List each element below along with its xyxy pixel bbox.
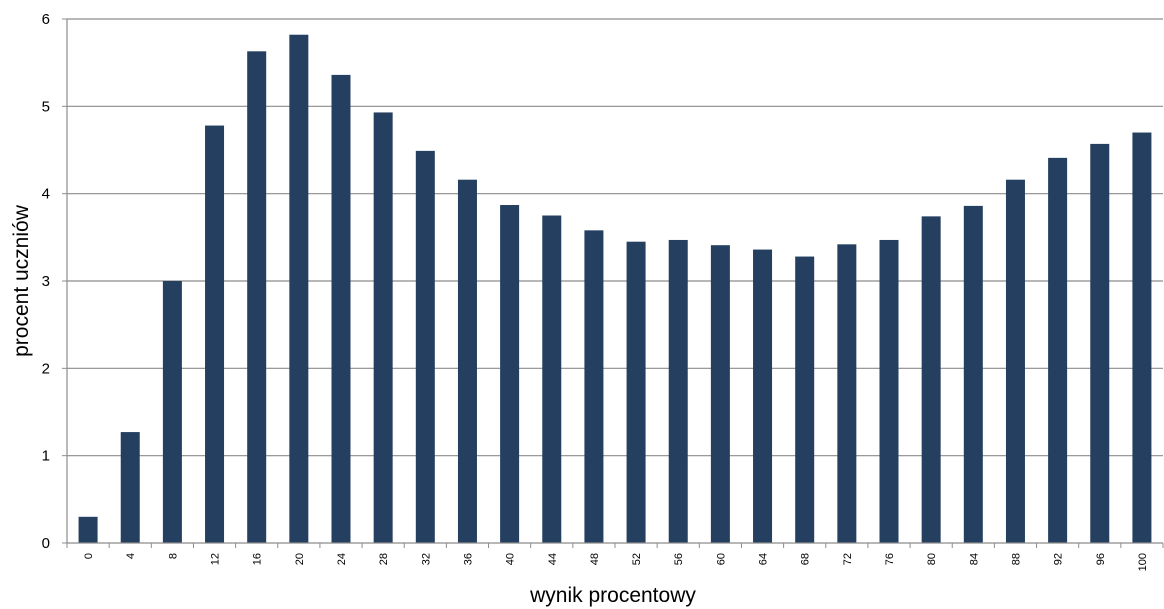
bar-8	[162, 281, 182, 543]
bar-96	[1090, 143, 1110, 544]
bar-36	[457, 179, 477, 543]
y-tick-label: 4	[42, 186, 50, 203]
x-tick-label: 16	[252, 553, 264, 565]
bar-72	[837, 244, 857, 543]
x-tick-label: 96	[1095, 553, 1107, 565]
x-tick-label: 100	[1137, 553, 1149, 571]
y-tick-label: 6	[42, 11, 50, 28]
x-tick-label: 52	[631, 553, 643, 565]
x-tick-label: 92	[1053, 553, 1065, 565]
bar-56	[668, 239, 688, 543]
bar-40	[500, 205, 520, 543]
x-tick-label: 24	[336, 553, 348, 565]
bar-92	[1048, 157, 1068, 544]
axes	[62, 18, 1164, 548]
x-tick-label: 44	[547, 553, 559, 565]
bar-20	[289, 34, 309, 543]
y-axis-title: procent uczniów	[10, 204, 33, 357]
bar-44	[542, 215, 562, 543]
y-tick-labels: 0 1 2 3 4 5 6	[42, 11, 50, 552]
x-tick-label: 32	[420, 553, 432, 565]
x-tick-label: 4	[125, 553, 137, 559]
y-tick-label: 2	[42, 360, 50, 377]
x-tick-label: 72	[842, 553, 854, 565]
bar-48	[584, 230, 604, 543]
bar-24	[331, 74, 351, 543]
x-tick-label: 8	[167, 553, 179, 559]
x-tick-label: 12	[210, 553, 222, 565]
x-tick-label: 40	[505, 553, 517, 565]
bar-0	[78, 516, 98, 543]
x-tick-label: 76	[884, 553, 896, 565]
bar-28	[373, 112, 393, 544]
bar-16	[247, 51, 267, 544]
bar-64	[753, 249, 773, 543]
x-tick-label: 80	[926, 553, 938, 565]
bar-76	[879, 239, 899, 543]
x-tick-label: 28	[378, 553, 390, 565]
bar-32	[415, 150, 435, 543]
bar-52	[626, 241, 646, 543]
x-tick-label: 64	[758, 553, 770, 565]
bar-88	[1005, 179, 1025, 543]
y-tick-label: 3	[42, 273, 50, 290]
gridlines	[67, 18, 1163, 457]
x-tick-label: 0	[83, 553, 95, 559]
x-tick-label: 84	[968, 553, 980, 565]
x-tick-label: 48	[589, 553, 601, 565]
x-axis-title: wynik procentowy	[529, 584, 696, 607]
x-tick-label: 68	[800, 553, 812, 565]
x-tick-label: 56	[673, 553, 685, 565]
bar-12	[205, 125, 225, 544]
bar-84	[963, 205, 983, 544]
bar-4	[120, 432, 140, 543]
x-tick-label: 60	[715, 553, 727, 565]
x-tick-label: 36	[462, 553, 474, 565]
y-tick-label: 5	[42, 98, 50, 115]
x-tick-label: 20	[294, 553, 306, 565]
bar-100	[1132, 132, 1152, 544]
bars	[78, 34, 1152, 544]
bar-60	[710, 245, 730, 543]
y-tick-label: 0	[42, 535, 50, 552]
bar-80	[921, 216, 941, 543]
bar-68	[795, 256, 815, 543]
x-tick-labels: 0 4 8 12 16 20 24 28 32 36 40 44 48 52 56 60 64 68 72 76 80 8…	[83, 553, 1149, 571]
y-tick-label: 1	[42, 448, 50, 465]
x-tick-label: 88	[1010, 553, 1022, 565]
